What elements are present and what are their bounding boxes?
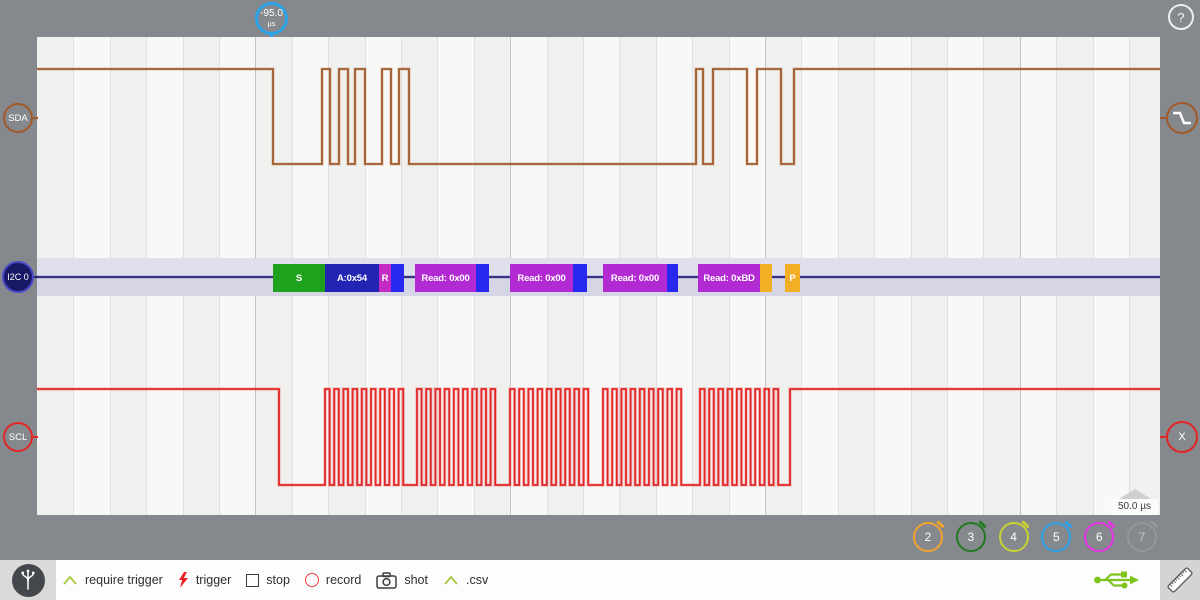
acquisition-slot-6[interactable]: 6 — [1084, 520, 1116, 552]
app-logo — [11, 563, 45, 597]
camera-icon — [376, 571, 398, 589]
ruler-icon — [1167, 567, 1193, 593]
waveforms-layer — [37, 67, 1160, 487]
usb-connected-icon — [1094, 571, 1139, 589]
decoder-block: Read: 0xBD — [698, 264, 760, 292]
i2c-connector — [34, 276, 38, 278]
acquisition-strip: 2 3 4 5 6 7 — [0, 515, 1200, 560]
shot-button[interactable]: shot — [376, 571, 428, 589]
sda-connector — [33, 117, 38, 119]
csv-button[interactable]: .csv — [443, 573, 488, 587]
slot-number: 2 — [924, 530, 932, 544]
record-button[interactable]: record — [304, 573, 362, 587]
acquisition-slot-4[interactable]: 4 — [998, 520, 1030, 552]
timebase-handle-icon[interactable] — [1118, 489, 1151, 499]
slot-notch-icon — [978, 520, 987, 529]
sda-waveform — [37, 68, 1160, 165]
trigger-edge-button[interactable] — [1166, 102, 1198, 134]
stop-icon — [246, 573, 260, 587]
scl-connector — [33, 436, 38, 438]
trigger-button[interactable]: trigger — [178, 572, 231, 588]
stop-button[interactable]: stop — [246, 573, 290, 587]
decoder-block: A:0x54 — [325, 264, 379, 292]
decoder-block: Read: 0x00 — [415, 264, 476, 292]
falling-edge-icon — [1173, 111, 1191, 125]
decoder-ack-block — [573, 264, 587, 292]
time-marker-value: -95.0 — [260, 8, 283, 20]
measure-button[interactable] — [1160, 560, 1200, 600]
timebase-control[interactable]: 50.0 µs — [1111, 489, 1158, 515]
help-button[interactable]: ? — [1168, 4, 1194, 30]
slot-number: 5 — [1053, 530, 1060, 544]
caret-up-icon — [444, 575, 458, 585]
decoder-ack-block — [476, 264, 489, 292]
decoder-block: Read: 0x00 — [510, 264, 573, 292]
channel-badge-sda[interactable]: SDA — [3, 103, 33, 133]
slot-notch-icon — [1149, 520, 1158, 529]
channel-badge-i2c[interactable]: I2C 0 — [2, 261, 34, 293]
edge-connector — [1160, 117, 1166, 119]
channel-label-scl: SCL — [8, 431, 28, 443]
decoder-ack-block — [667, 264, 678, 292]
scl-waveform-halo — [37, 387, 1160, 487]
sda-waveform-halo — [37, 67, 1160, 166]
slot-notch-icon — [935, 520, 944, 529]
slot-notch-icon — [1064, 520, 1073, 529]
lightning-icon — [178, 572, 188, 588]
channel-label-sda: SDA — [8, 112, 28, 124]
menu-button[interactable] — [0, 560, 56, 600]
slot-number: 7 — [1138, 530, 1146, 544]
record-icon — [304, 573, 319, 587]
trigger-x-button[interactable]: X — [1166, 421, 1198, 453]
scl-waveform — [37, 388, 1160, 486]
acquisition-slot-2[interactable]: 2 — [913, 520, 944, 552]
acquisition-slot-7[interactable]: 7 — [1127, 520, 1158, 552]
decoder-block: S — [273, 264, 325, 292]
x-connector — [1160, 436, 1166, 438]
caret-up-icon — [63, 575, 77, 585]
csv-label: .csv — [465, 573, 489, 587]
slot-number: 3 — [967, 530, 975, 544]
timebase-label: 50.0 µs — [1111, 499, 1158, 515]
decoder-ack-block — [391, 264, 404, 292]
sprout-logo-icon — [21, 569, 35, 590]
decoder-block: P — [785, 264, 800, 292]
toolbar: require trigger trigger stop record — [0, 560, 1200, 600]
waveform-plot[interactable]: S A:0x54 R Read: 0x00 Read: 0x00 Read: 0x00 Re… — [37, 37, 1160, 515]
acquisition-slot-5[interactable]: 5 — [1041, 520, 1073, 552]
acquisition-slot-3[interactable]: 3 — [955, 520, 987, 552]
slot-notch-icon — [1106, 520, 1116, 529]
decoder-block: Read: 0x00 — [603, 264, 667, 292]
time-marker-unit: µs — [267, 19, 276, 29]
slot-number: 6 — [1095, 530, 1103, 544]
channel-label-i2c: I2C 0 — [7, 272, 29, 282]
slot-notch-icon — [1021, 520, 1030, 529]
trigger-label: trigger — [195, 573, 232, 587]
help-icon: ? — [1177, 9, 1185, 25]
record-label: record — [325, 573, 362, 587]
trigger-x-label: X — [1178, 431, 1186, 443]
channel-badge-scl[interactable]: SCL — [3, 422, 33, 452]
slot-number: 4 — [1010, 530, 1017, 544]
shot-label: shot — [404, 573, 428, 587]
stop-label: stop — [266, 573, 290, 587]
decoder-ack-block — [760, 264, 772, 292]
require-trigger-label: require trigger — [85, 573, 163, 587]
time-marker-circle[interactable]: -95.0 µs — [255, 2, 288, 35]
require-trigger-button[interactable]: require trigger — [62, 573, 163, 587]
decoder-block: R — [379, 264, 391, 292]
